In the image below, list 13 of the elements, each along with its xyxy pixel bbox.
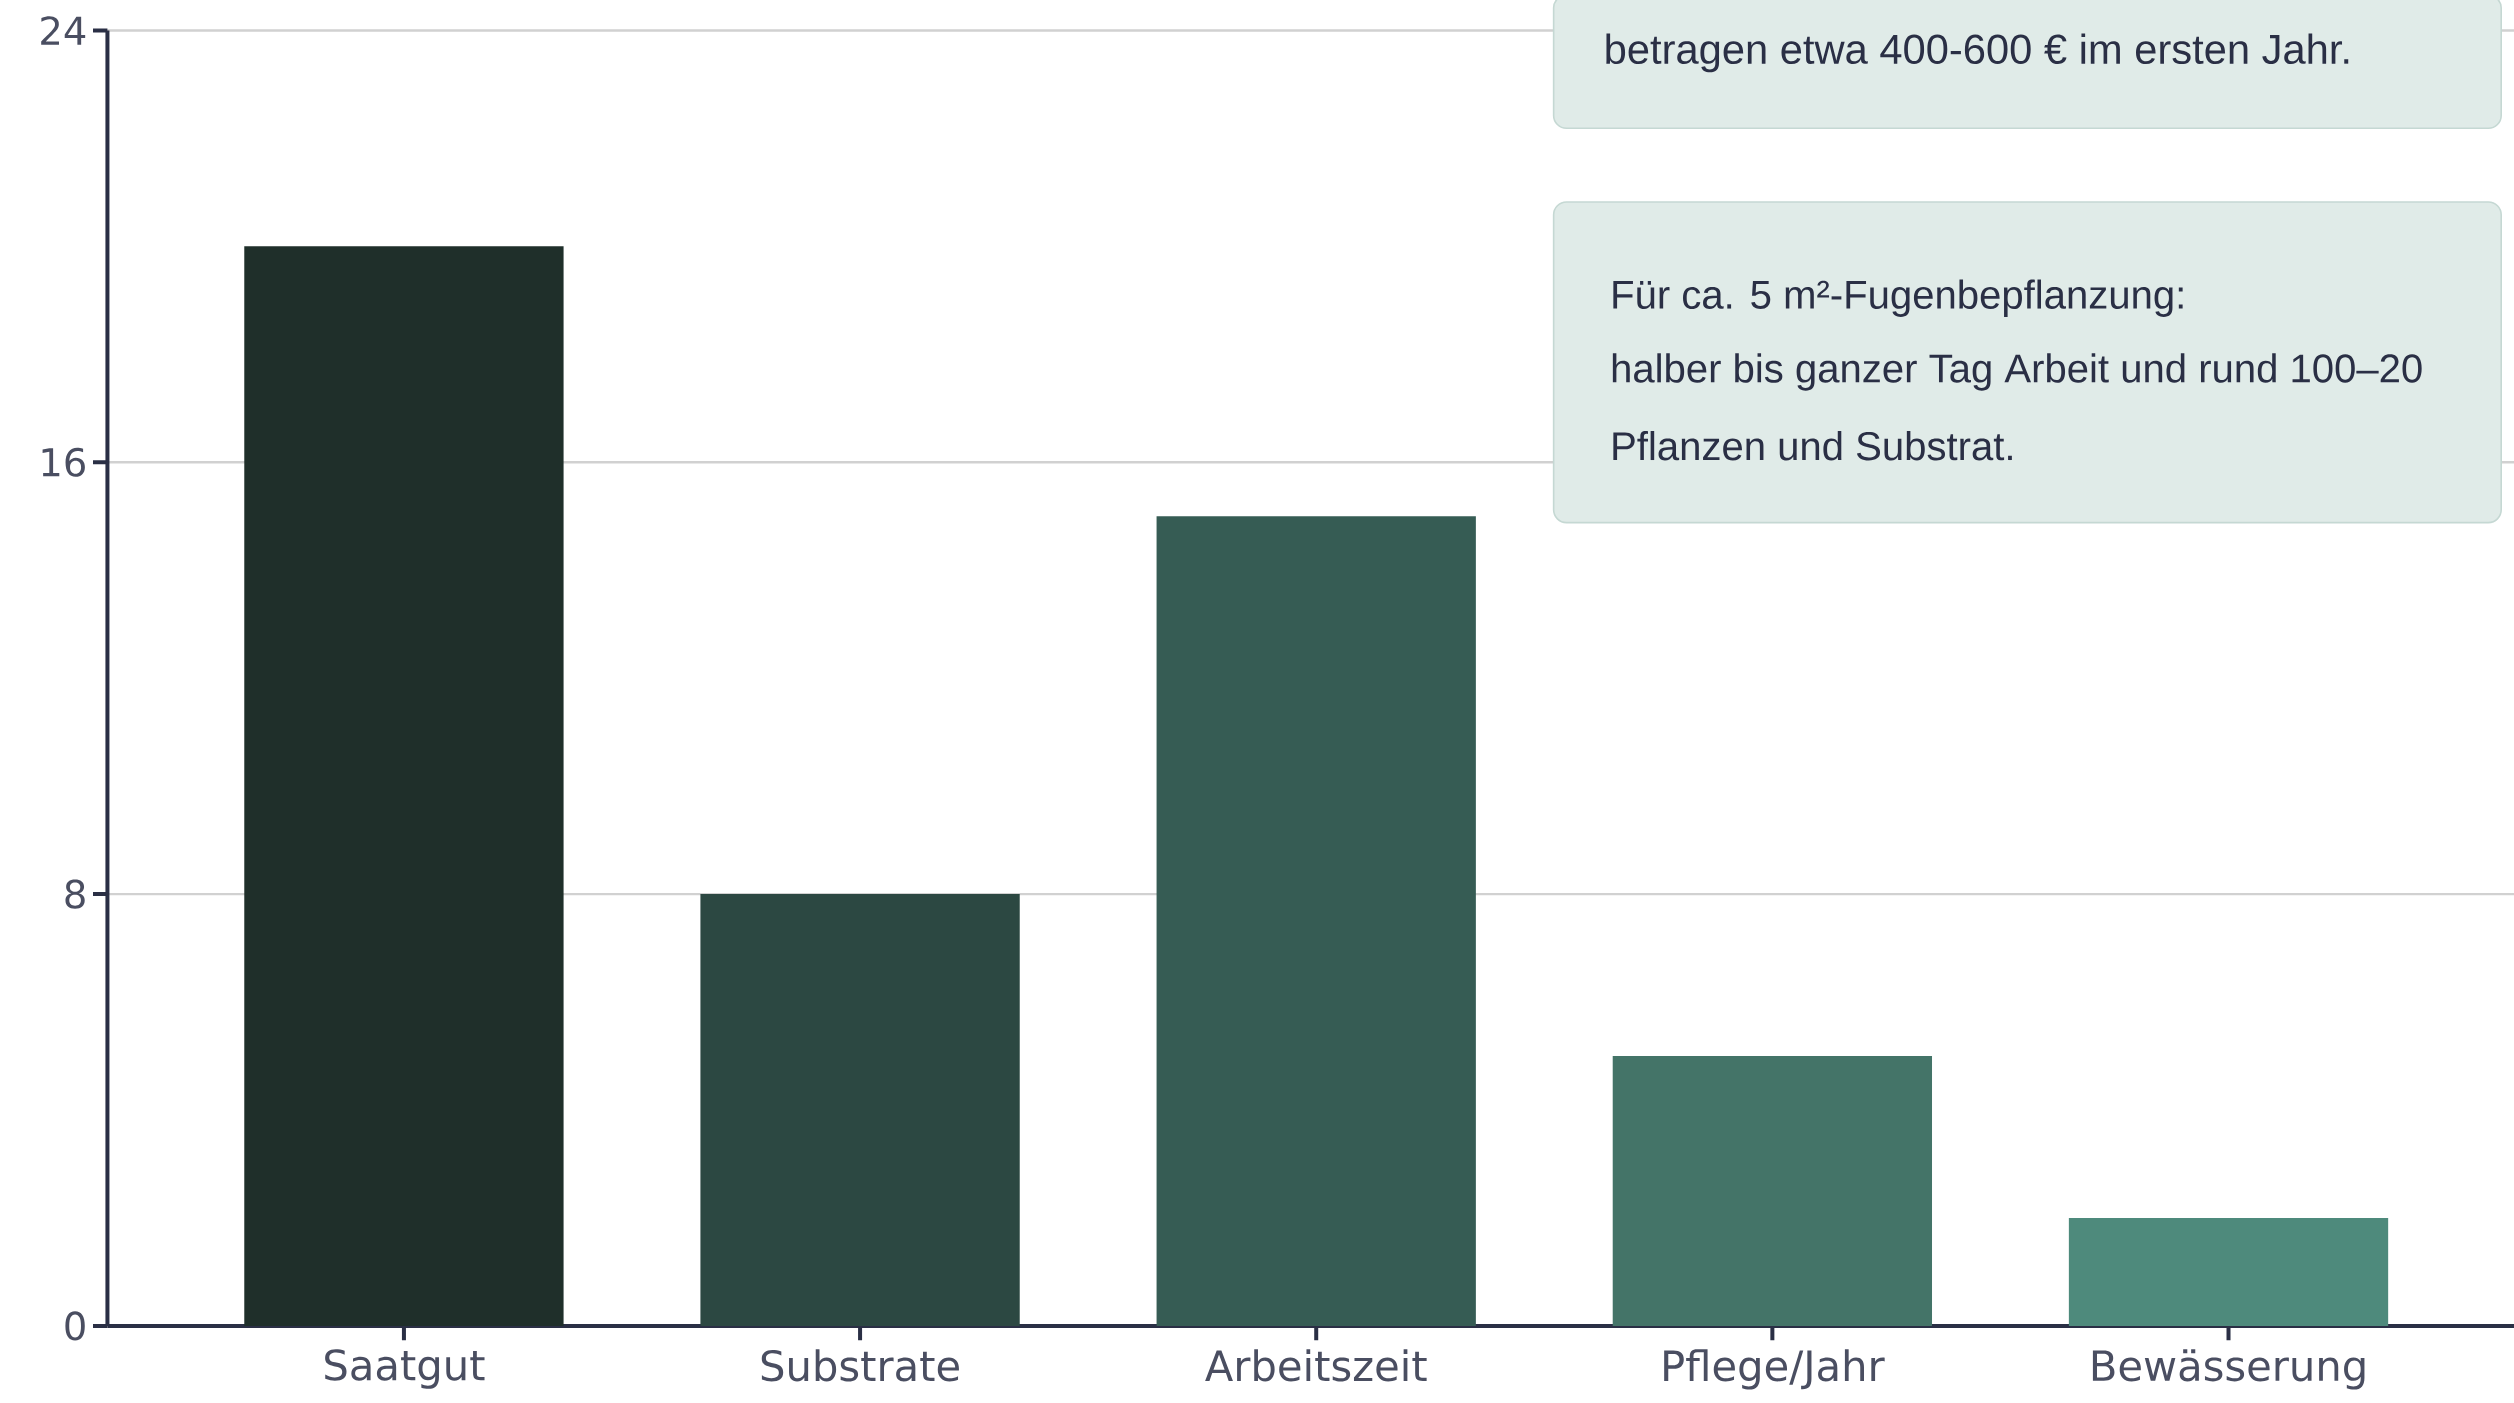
annotation: betragen etwa 400-600 € im ersten Jahr.: [1606, 33, 2349, 73]
x-tick-label: Pflege/Jahr: [1664, 1349, 1885, 1390]
y-tick-label: 16: [42, 447, 85, 477]
annotation: Pflanzen und Substrat.: [1613, 431, 2012, 461]
annotation: halber bis ganzer Tag Arbeit und rund 100–20: [1612, 353, 2422, 391]
y-tick-label: 24: [41, 16, 86, 45]
x-tick-label: Saatgut: [325, 1349, 485, 1389]
x-tick-label: Bewässerung: [2092, 1349, 2365, 1390]
y-tick-label: 0: [65, 1311, 85, 1341]
annotation: Für ca. 5 m²-Fugenbepflanzung:: [1613, 279, 2183, 317]
y-tick-label: 8: [65, 879, 85, 909]
x-tick-label: Arbeitszeit: [1205, 1349, 1427, 1382]
x-tick-label: Substrate: [761, 1349, 959, 1382]
